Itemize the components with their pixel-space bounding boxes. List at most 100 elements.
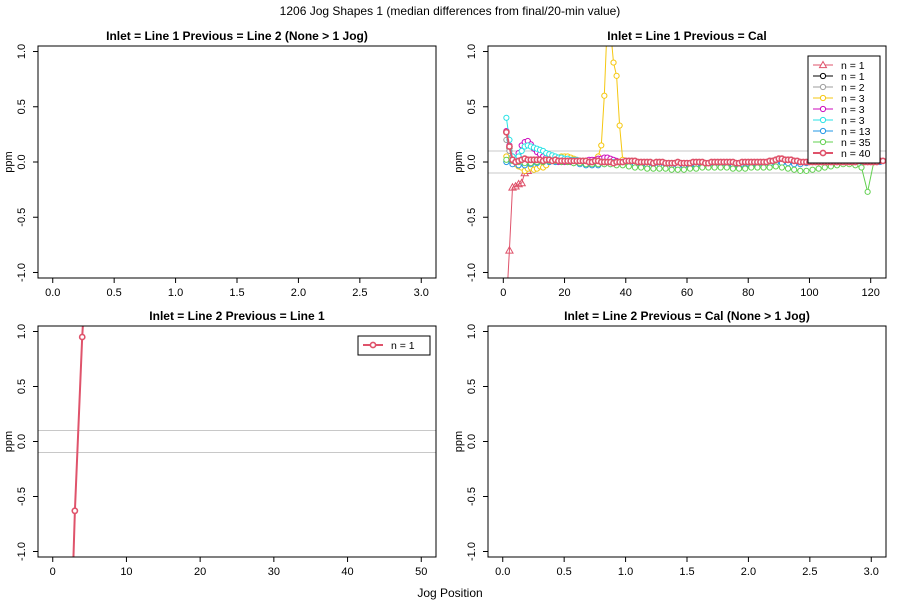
y-tick-label: 1.0: [466, 324, 478, 339]
y-tick-label: 0.0: [16, 434, 28, 449]
series: [503, 166, 533, 308]
legend: n = 1: [357, 335, 431, 356]
data-point: [637, 164, 645, 171]
x-tick-label: 10: [120, 566, 132, 578]
data-point: [693, 165, 700, 172]
data-point: [778, 164, 786, 171]
y-tick-label: 0.5: [466, 379, 478, 394]
x-tick-label: 0.0: [495, 566, 510, 578]
data-point: [613, 72, 620, 79]
x-tick-label: 1.0: [168, 287, 183, 299]
legend-item: n = 3: [813, 104, 865, 116]
legend-label: n = 1: [841, 71, 865, 83]
y-tick-label: 0.5: [466, 99, 478, 114]
data-point: [517, 178, 527, 187]
x-tick-label: 50: [415, 566, 427, 578]
data-point: [797, 167, 804, 174]
panel-line2-prev-cal: Inlet = Line 2 Previous = Cal (None > 1 …: [453, 309, 887, 578]
y-tick-label: 0.5: [16, 379, 28, 394]
x-tick-label: 40: [341, 566, 353, 578]
legend-marker: [819, 149, 827, 157]
data-point: [503, 156, 510, 163]
plot-area: [488, 46, 886, 308]
data-point: [78, 333, 86, 341]
plot-frame: [487, 325, 887, 558]
data-point: [503, 302, 510, 308]
data-point: [742, 165, 749, 172]
data-point: [668, 166, 675, 173]
y-axis-label: ppm: [3, 431, 15, 452]
data-point: [650, 165, 657, 172]
data-point: [735, 165, 743, 172]
data-point: [809, 166, 816, 173]
legend-marker: [369, 341, 377, 349]
x-tick-label: 1.5: [229, 287, 244, 299]
data-point: [772, 163, 779, 170]
y-tick-label: 1.0: [466, 44, 478, 59]
y-tick-label: 0.0: [16, 154, 28, 169]
y-axis-label: ppm: [453, 151, 465, 172]
y-tick-label: -1.0: [466, 263, 478, 282]
legend-label: n = 35: [841, 137, 871, 149]
panel-line1-prev-line2: Inlet = Line 1 Previous = Line 2 (None >…: [3, 29, 437, 299]
x-tick-label: 20: [194, 566, 206, 578]
y-tick-label: -0.5: [466, 208, 478, 227]
legend-label: n = 3: [841, 93, 865, 105]
y-axis-label: ppm: [453, 431, 465, 452]
x-tick-label: 60: [681, 287, 693, 299]
legend-label: n = 1: [391, 340, 415, 352]
data-point: [71, 507, 79, 515]
x-tick-label: 1.0: [618, 566, 633, 578]
plot-frame: [487, 45, 887, 279]
data-point: [821, 164, 828, 171]
y-tick-label: -0.5: [466, 487, 478, 506]
legend-marker: [819, 94, 827, 102]
y-tick-label: 0.0: [466, 154, 478, 169]
data-point: [717, 164, 724, 171]
data-point: [760, 164, 767, 171]
data-point: [508, 182, 517, 191]
data-point: [711, 164, 718, 171]
data-point: [754, 164, 761, 171]
legend-item: n = 3: [813, 93, 865, 105]
data-point: [864, 188, 871, 195]
x-tick-label: 120: [862, 287, 880, 299]
legend-marker: [819, 116, 827, 124]
data-point: [631, 164, 639, 171]
panel-title: Inlet = Line 1 Previous = Line 2 (None >…: [106, 29, 368, 43]
y-tick-label: 1.0: [16, 44, 28, 59]
data-point: [784, 165, 792, 172]
x-tick-label: 3.0: [414, 287, 429, 299]
legend: n = 1n = 1n = 2n = 3n = 3n = 3n = 13n = …: [807, 55, 881, 164]
y-axis-label: ppm: [3, 151, 15, 172]
series-line: [72, 326, 84, 557]
legend-item: n = 3: [813, 115, 865, 127]
legend-box: [357, 335, 431, 356]
x-tick-label: 80: [742, 287, 754, 299]
legend-marker: [819, 105, 827, 113]
data-point: [644, 165, 651, 172]
x-tick-label: 100: [800, 287, 818, 299]
data-point: [748, 164, 755, 171]
series: [71, 296, 87, 557]
panel-title: Inlet = Line 2 Previous = Line 1: [149, 309, 325, 323]
y-tick-label: -1.0: [16, 542, 28, 561]
data-point: [514, 179, 524, 188]
legend-item: n = 1: [813, 71, 865, 83]
legend-item: n = 13: [813, 126, 871, 138]
legend-item: n = 2: [813, 82, 865, 94]
data-point: [82, 296, 87, 301]
y-tick-label: -1.0: [16, 263, 28, 282]
data-point: [503, 114, 510, 121]
legend-item: n = 1: [813, 60, 865, 72]
data-point: [723, 164, 730, 171]
data-point: [815, 165, 822, 172]
y-tick-label: 0.5: [16, 99, 28, 114]
data-point: [625, 163, 632, 170]
legend-marker: [819, 83, 827, 91]
legend-marker: [819, 127, 827, 135]
legend-label: n = 1: [841, 60, 865, 72]
x-tick-label: 3.0: [864, 566, 879, 578]
legend-label: n = 40: [841, 148, 871, 160]
figure-x-axis-label: Jog Position: [417, 586, 483, 600]
